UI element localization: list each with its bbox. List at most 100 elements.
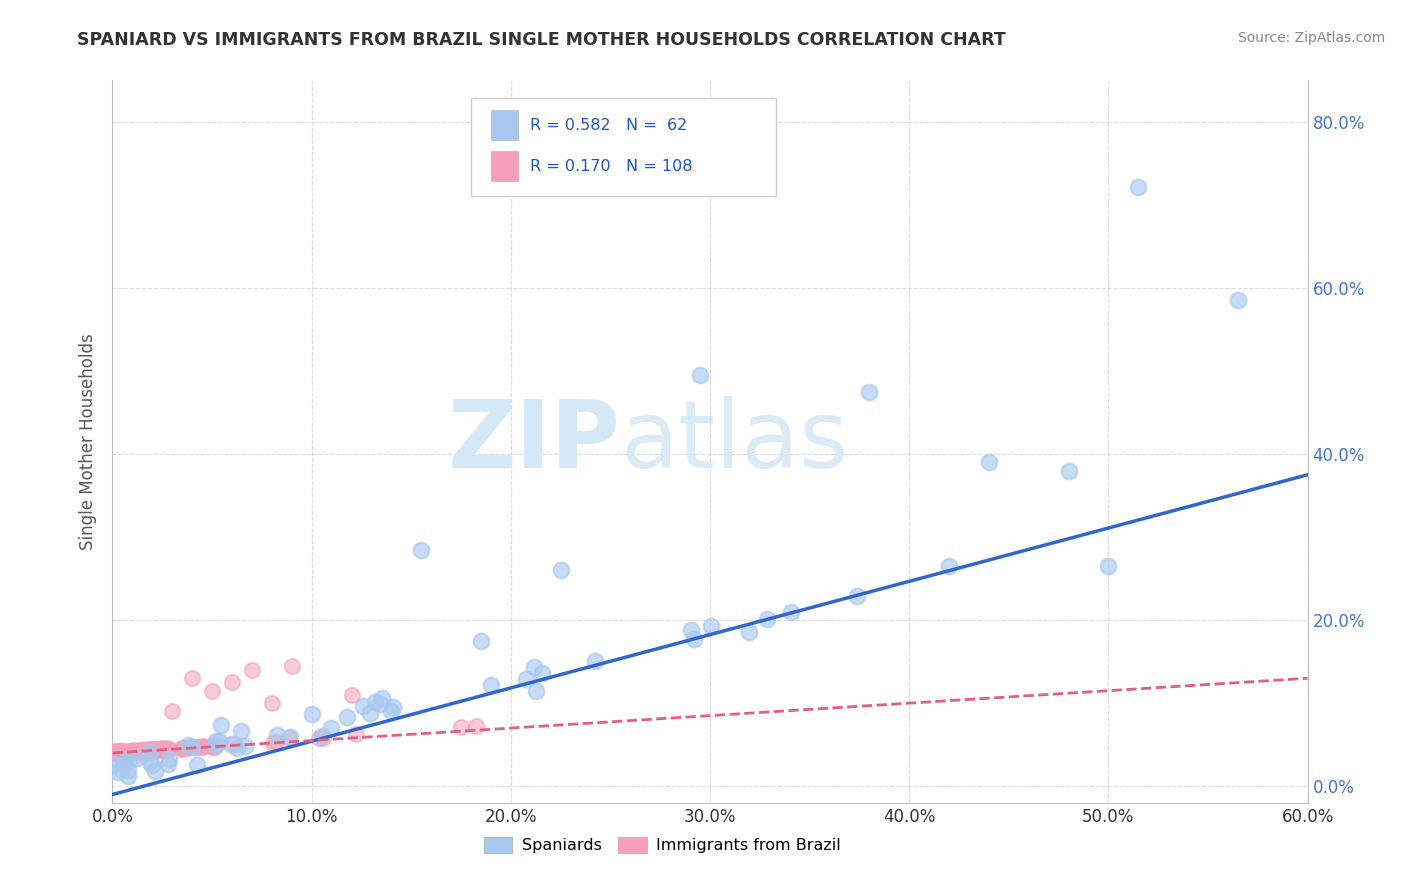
Point xyxy=(221,675,243,690)
Point xyxy=(364,695,387,709)
Point xyxy=(180,740,202,755)
Point xyxy=(200,739,222,753)
Point xyxy=(105,745,128,759)
Point xyxy=(108,747,131,761)
Point xyxy=(312,731,335,745)
Point xyxy=(108,762,131,776)
Point xyxy=(131,744,153,758)
Point xyxy=(977,455,1000,469)
Point xyxy=(114,755,136,769)
Point xyxy=(738,624,761,639)
Point xyxy=(156,757,179,772)
Point xyxy=(139,744,162,758)
Point xyxy=(479,678,502,692)
Point xyxy=(470,633,492,648)
Point xyxy=(202,739,225,754)
Point xyxy=(117,745,139,759)
Point xyxy=(118,755,141,769)
Point xyxy=(222,738,245,752)
Point xyxy=(177,740,200,755)
Point xyxy=(107,745,129,759)
Y-axis label: Single Mother Households: Single Mother Households xyxy=(79,334,97,549)
Point xyxy=(108,747,131,761)
Point xyxy=(190,739,212,754)
Point xyxy=(281,658,304,673)
Point xyxy=(201,683,224,698)
Text: ZIP: ZIP xyxy=(447,395,620,488)
Point xyxy=(110,746,132,760)
Point xyxy=(111,744,134,758)
Point xyxy=(107,745,129,759)
Point xyxy=(117,745,139,759)
Point xyxy=(103,745,125,759)
Point xyxy=(131,743,153,757)
Point xyxy=(128,746,150,760)
Point xyxy=(173,741,195,756)
Point xyxy=(1128,179,1150,194)
Point xyxy=(679,624,702,638)
Point xyxy=(107,744,129,758)
Point xyxy=(139,745,162,759)
Point xyxy=(146,744,169,758)
Point xyxy=(135,742,157,756)
Point xyxy=(139,755,162,769)
Text: R = 0.170   N = 108: R = 0.170 N = 108 xyxy=(530,159,692,174)
Point xyxy=(107,745,129,759)
Point xyxy=(156,742,179,756)
Point xyxy=(411,542,433,557)
Point xyxy=(464,719,486,733)
Point xyxy=(157,742,180,756)
FancyBboxPatch shape xyxy=(491,151,517,181)
FancyBboxPatch shape xyxy=(491,110,517,140)
Text: SPANIARD VS IMMIGRANTS FROM BRAZIL SINGLE MOTHER HOUSEHOLDS CORRELATION CHART: SPANIARD VS IMMIGRANTS FROM BRAZIL SINGL… xyxy=(77,31,1007,49)
Point xyxy=(138,743,160,757)
Point xyxy=(352,699,374,714)
Point xyxy=(134,745,156,759)
Point xyxy=(531,666,554,681)
Point xyxy=(104,747,127,761)
Point xyxy=(108,746,131,760)
Point xyxy=(311,730,333,744)
Point xyxy=(344,727,367,741)
Point xyxy=(118,747,141,761)
Point xyxy=(152,743,174,757)
Point xyxy=(219,737,242,751)
Point xyxy=(380,705,402,719)
Point xyxy=(141,743,163,757)
Point xyxy=(103,746,125,760)
Point xyxy=(103,746,125,760)
Point xyxy=(107,746,129,760)
Point xyxy=(938,559,960,574)
Point xyxy=(105,745,128,759)
Point xyxy=(278,730,301,744)
Point xyxy=(1057,464,1080,478)
Point xyxy=(845,589,868,603)
Point xyxy=(141,757,163,772)
Point xyxy=(120,744,142,758)
Point xyxy=(117,763,139,777)
Point xyxy=(682,632,704,646)
Point xyxy=(117,769,139,783)
Point xyxy=(858,384,880,399)
Point xyxy=(118,746,141,760)
Point xyxy=(209,717,232,731)
Point xyxy=(128,744,150,758)
Point xyxy=(262,736,284,750)
Point xyxy=(266,728,288,742)
Point xyxy=(231,724,253,739)
Point xyxy=(115,745,138,759)
Point xyxy=(278,731,301,746)
Point xyxy=(264,735,287,749)
Point xyxy=(143,764,166,779)
Point xyxy=(108,744,131,758)
Point xyxy=(208,734,231,748)
Point xyxy=(368,697,391,711)
Point xyxy=(157,751,180,765)
Point xyxy=(129,743,152,757)
Point xyxy=(136,745,159,759)
Point xyxy=(235,739,257,753)
FancyBboxPatch shape xyxy=(471,98,776,196)
Point xyxy=(689,368,711,383)
Point xyxy=(186,739,208,754)
Point xyxy=(120,745,142,759)
